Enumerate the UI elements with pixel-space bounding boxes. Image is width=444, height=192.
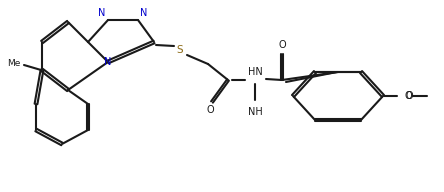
Text: O: O [404, 91, 412, 101]
Text: HN: HN [248, 67, 262, 77]
Text: O: O [206, 105, 214, 115]
Text: O: O [405, 91, 412, 101]
Text: O: O [278, 40, 286, 50]
Text: NH: NH [248, 107, 262, 117]
Text: N: N [140, 8, 148, 18]
Text: N: N [98, 8, 106, 18]
Text: S: S [177, 45, 183, 55]
Text: N: N [104, 57, 112, 67]
Text: Me: Me [7, 60, 20, 69]
